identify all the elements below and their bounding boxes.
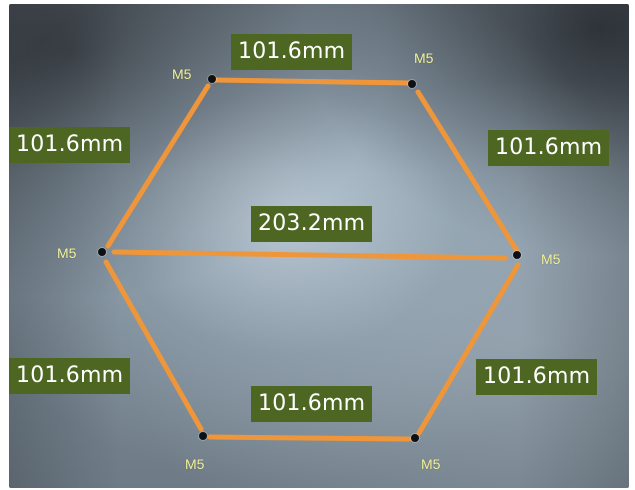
dimension-line-lower-right bbox=[416, 262, 521, 436]
dimension-label-lower-right: 101.6mm bbox=[476, 359, 598, 395]
m5-label-left: M5 bbox=[57, 245, 77, 261]
m5-label-right: M5 bbox=[541, 251, 561, 267]
hole-left bbox=[98, 248, 106, 256]
dimension-line-lower-left bbox=[103, 259, 204, 432]
dimension-line-upper-left bbox=[105, 83, 211, 249]
m5-label-bottom-right: M5 bbox=[421, 456, 441, 472]
dimension-label-center: 203.2mm bbox=[251, 206, 373, 242]
dimension-label-lower-left: 101.6mm bbox=[9, 358, 131, 394]
dimension-line-bottom bbox=[207, 434, 412, 442]
dimension-line-upper-right bbox=[415, 89, 520, 254]
m5-label-bottom-left: M5 bbox=[185, 456, 205, 472]
dimension-line-top bbox=[211, 77, 413, 86]
hole-right bbox=[513, 251, 521, 259]
dimension-label-upper-left: 101.6mm bbox=[9, 127, 131, 163]
metal-plate-photo bbox=[9, 4, 629, 488]
dimension-label-upper-right: 101.6mm bbox=[488, 130, 610, 166]
hole-top-left bbox=[208, 75, 216, 83]
hole-bottom-right bbox=[411, 434, 419, 442]
dimension-label-bottom: 101.6mm bbox=[251, 386, 373, 422]
dimension-line-center bbox=[111, 249, 508, 261]
m5-label-top-right: M5 bbox=[414, 50, 434, 66]
dimension-label-top: 101.6mm bbox=[231, 34, 353, 70]
hole-top-right bbox=[408, 80, 416, 88]
m5-label-top-left: M5 bbox=[172, 66, 192, 82]
hole-bottom-left bbox=[199, 432, 207, 440]
